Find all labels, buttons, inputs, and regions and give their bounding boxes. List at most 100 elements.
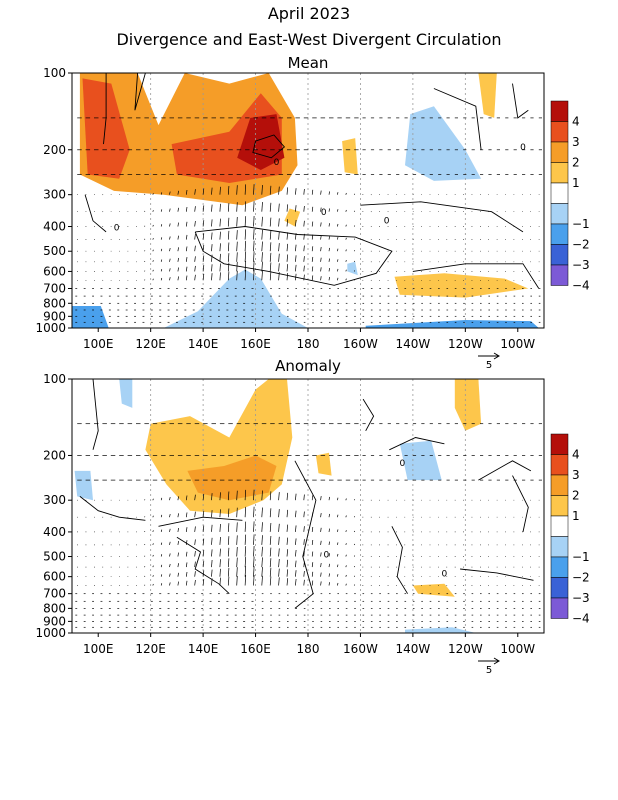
vector-arrow bbox=[278, 523, 280, 532]
vector-arrow bbox=[295, 560, 297, 568]
vector-arrow bbox=[244, 506, 247, 518]
vector-arrow bbox=[144, 260, 146, 263]
vector-arrow bbox=[152, 554, 154, 557]
shaded-region bbox=[394, 273, 529, 298]
vector-arrow bbox=[278, 218, 280, 227]
vector-arrow bbox=[152, 269, 154, 272]
colorbar-label: 2 bbox=[572, 489, 580, 503]
colorbar-swatch bbox=[550, 203, 569, 225]
vector-arrow bbox=[185, 512, 188, 518]
figure-subtitle: Divergence and East-West Divergent Circu… bbox=[116, 30, 502, 49]
vector-arrow bbox=[185, 221, 188, 227]
contour-line bbox=[362, 398, 375, 432]
shaded-region bbox=[237, 114, 285, 170]
shaded-region bbox=[163, 269, 308, 328]
reference-vector-label: 5 bbox=[486, 360, 492, 371]
vector-arrow bbox=[160, 269, 163, 272]
vector-arrow bbox=[337, 248, 339, 252]
vector-arrow bbox=[353, 210, 356, 212]
vector-arrow bbox=[303, 256, 305, 262]
vector-arrow bbox=[236, 216, 238, 227]
vector-arrow bbox=[320, 540, 322, 545]
colorbar-label: −2 bbox=[572, 238, 590, 252]
vector-arrow bbox=[353, 238, 356, 240]
vector-arrow bbox=[278, 243, 280, 252]
vector-arrow bbox=[202, 560, 205, 568]
vector-arrow bbox=[169, 277, 171, 281]
vector-arrow bbox=[278, 186, 280, 195]
vector-arrow bbox=[211, 187, 213, 195]
vector-arrow bbox=[345, 498, 347, 501]
contour-line bbox=[194, 226, 393, 286]
colorbar-label: −4 bbox=[572, 279, 590, 293]
vector-arrow bbox=[286, 509, 289, 518]
vector-arrow bbox=[328, 528, 330, 532]
shaded-region bbox=[82, 78, 130, 179]
vector-arrow bbox=[160, 564, 163, 568]
vector-arrow bbox=[311, 221, 314, 227]
vector-arrow bbox=[202, 233, 205, 240]
vector-arrow bbox=[177, 513, 179, 518]
vector-arrow bbox=[211, 264, 213, 272]
vector-arrow bbox=[244, 216, 247, 227]
vector-arrow bbox=[253, 201, 255, 212]
vector-arrow bbox=[211, 219, 213, 227]
colorbar-swatch bbox=[550, 121, 569, 143]
shaded-region bbox=[405, 106, 482, 181]
vector-arrow bbox=[219, 536, 221, 545]
vector-arrow bbox=[345, 278, 347, 281]
vector-arrow bbox=[328, 236, 330, 240]
vector-arrow bbox=[160, 542, 163, 545]
panel-title: Anomaly bbox=[275, 357, 341, 375]
vector-arrow bbox=[269, 217, 272, 227]
panel-1: 0 0 0 100E 120E 140E 160E 180 160W 140W 120W 100W 10… bbox=[35, 357, 589, 676]
vector-arrow bbox=[227, 185, 230, 195]
contour-line bbox=[512, 475, 529, 532]
vector-arrow bbox=[337, 497, 339, 501]
vector-arrow bbox=[219, 559, 221, 568]
x-tick-label: 100E bbox=[83, 642, 114, 656]
vector-arrow bbox=[320, 276, 322, 281]
vector-arrow bbox=[152, 498, 154, 501]
vector-arrow bbox=[328, 276, 330, 281]
vector-arrow bbox=[345, 237, 347, 240]
vector-arrow bbox=[185, 257, 188, 262]
vector-arrow bbox=[219, 203, 221, 212]
vector-arrow bbox=[320, 235, 322, 240]
vector-arrow bbox=[160, 248, 163, 252]
colorbar-swatch bbox=[550, 515, 569, 537]
vector-arrow bbox=[320, 562, 322, 568]
vector-arrow bbox=[152, 278, 154, 281]
vector-arrow bbox=[227, 536, 230, 545]
vector-arrow bbox=[311, 256, 314, 262]
vector-arrow bbox=[311, 234, 314, 240]
vector-arrow bbox=[253, 545, 255, 557]
contour-label: 0 bbox=[520, 143, 526, 153]
x-tick-label: 100E bbox=[83, 337, 114, 351]
vector-arrow bbox=[152, 224, 154, 227]
vector-arrow bbox=[295, 205, 297, 212]
vector-arrow bbox=[337, 553, 339, 557]
vector-arrow bbox=[345, 192, 347, 195]
vector-arrow bbox=[286, 243, 289, 252]
vector-arrow bbox=[169, 563, 171, 568]
vector-arrow bbox=[278, 263, 280, 272]
vector-arrow bbox=[244, 556, 247, 568]
vector-arrow bbox=[177, 540, 179, 545]
vector-arrow bbox=[311, 580, 314, 586]
y-tick-label: 1000 bbox=[35, 626, 66, 640]
vector-arrow bbox=[227, 217, 230, 227]
vector-arrow bbox=[194, 579, 196, 586]
vector-arrow bbox=[345, 554, 347, 557]
vector-arrow bbox=[202, 550, 205, 557]
vector-arrow bbox=[269, 252, 272, 262]
vector-arrow bbox=[295, 255, 297, 262]
vector-arrow bbox=[185, 275, 188, 281]
shaded-region bbox=[315, 452, 332, 476]
vector-arrow bbox=[278, 492, 280, 501]
vector-arrow bbox=[219, 272, 221, 281]
vector-arrow bbox=[311, 571, 314, 577]
x-tick-label: 120W bbox=[448, 642, 483, 656]
vector-arrow bbox=[303, 220, 305, 227]
vector-arrow bbox=[261, 490, 263, 501]
